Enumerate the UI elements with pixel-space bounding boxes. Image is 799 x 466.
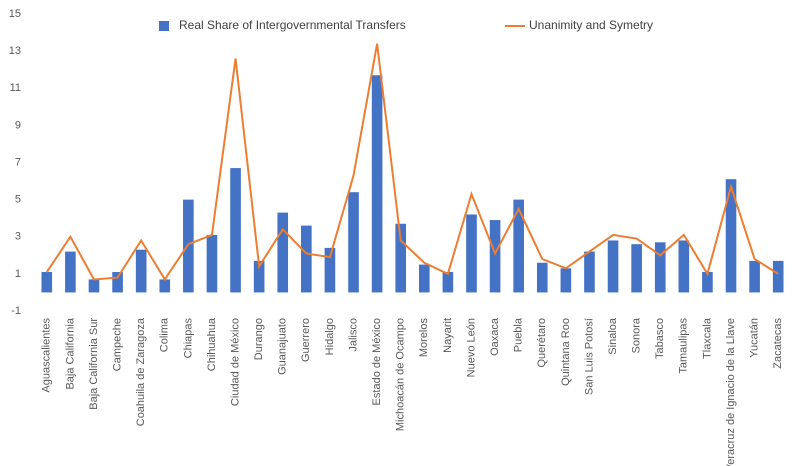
x-tick-label: Veracruz de Ignacio de la Llave <box>725 318 737 466</box>
y-tick-label: 1 <box>15 268 21 280</box>
x-tick-label: Chihuahua <box>206 317 218 371</box>
line <box>45 43 779 282</box>
bar <box>536 262 548 293</box>
x-tick-label: Hidalgo <box>324 318 336 355</box>
x-tick-label: Morelos <box>418 318 430 358</box>
bar <box>772 260 784 293</box>
x-tick-label: Guanajuato <box>277 318 289 375</box>
x-tick-label: Querétaro <box>536 318 548 368</box>
y-tick-label: 15 <box>9 8 21 20</box>
x-tick-label: Tlaxcala <box>701 317 713 359</box>
legend: Real Share of Intergovernmental Transfer… <box>159 18 653 32</box>
bar <box>418 264 430 293</box>
bar <box>112 272 123 293</box>
x-tick-label: Tamaulipas <box>678 318 690 374</box>
bar <box>277 212 289 293</box>
x-tick-label: Jalisco <box>347 318 359 352</box>
x-tick-label: Coahuila de Zaragoza <box>135 317 147 426</box>
bar <box>702 272 713 293</box>
bar <box>513 199 524 293</box>
y-tick-label: 5 <box>15 194 21 206</box>
bar <box>725 179 737 293</box>
x-tick-label: Sinaloa <box>607 317 619 355</box>
x-tick-label: Estado de México <box>371 318 383 405</box>
x-tick-label: Durango <box>253 318 265 360</box>
x-tick-label: Campeche <box>111 318 123 371</box>
bar <box>371 75 383 293</box>
bar <box>253 260 265 293</box>
x-tick-label: Tabasco <box>654 318 666 359</box>
legend-swatch <box>159 21 169 31</box>
x-tick-label: Sonora <box>631 317 643 353</box>
x-tick-label: Colima <box>159 317 171 352</box>
bar <box>560 268 572 293</box>
x-tick-label: Baja California <box>64 317 76 389</box>
y-tick-label: 11 <box>10 82 21 94</box>
y-tick-label: -1 <box>11 305 21 317</box>
y-tick-label: 7 <box>15 156 21 168</box>
bar <box>584 251 595 293</box>
y-tick-label: 13 <box>9 45 21 57</box>
bar <box>631 244 642 293</box>
bar <box>324 247 336 293</box>
x-tick-label: Ciudad de México <box>229 318 241 406</box>
y-tick-label: 3 <box>15 231 21 243</box>
bar <box>749 260 760 293</box>
bar <box>65 251 76 293</box>
x-tick-label: Guerrero <box>300 318 312 362</box>
x-tick-label: Puebla <box>513 317 525 352</box>
bar <box>159 279 171 293</box>
bar <box>654 242 666 293</box>
bar <box>88 279 100 293</box>
legend-label: Unanimity and Symetry <box>529 18 653 32</box>
y-tick-label: 9 <box>15 119 21 131</box>
bar <box>41 272 53 293</box>
x-tick-label: Aguascalientes <box>41 318 53 393</box>
bar <box>206 234 218 293</box>
bar <box>301 225 312 293</box>
bar <box>230 168 241 293</box>
x-tick-label: Michoacán de Ocampo <box>395 318 407 431</box>
x-tick-label: Baja California Sur <box>88 318 100 410</box>
x-tick-label: Quintana Roo <box>560 318 572 386</box>
bar <box>348 192 359 293</box>
bar <box>678 240 690 293</box>
bar <box>442 272 454 293</box>
bar <box>466 214 477 293</box>
x-tick-label: San Luis Potosí <box>583 318 595 395</box>
x-tick-label: Zacatecas <box>772 318 784 369</box>
bar <box>395 223 407 293</box>
bar <box>183 199 194 293</box>
x-tick-label: Nuevo León <box>465 318 477 377</box>
legend-label: Real Share of Intergovernmental Transfer… <box>179 18 406 32</box>
bar <box>607 240 619 293</box>
bar <box>489 220 501 293</box>
x-tick-label: Chiapas <box>182 318 194 359</box>
bar <box>135 249 147 293</box>
x-tick-label: Yucatán <box>749 318 761 358</box>
x-tick-label: Nayarit <box>442 318 454 353</box>
x-tick-label: Oaxaca <box>489 317 501 356</box>
